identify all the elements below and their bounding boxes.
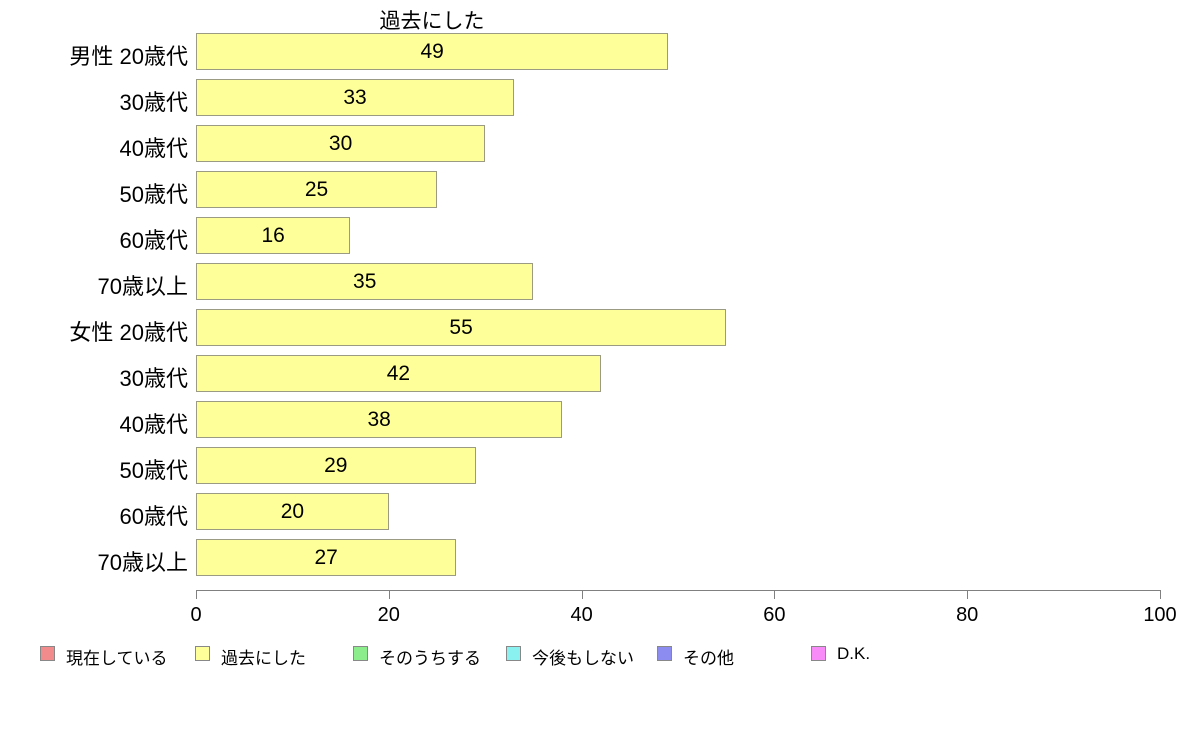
bar-value-label: 33 — [343, 85, 367, 109]
bar: 42 — [196, 355, 601, 392]
legend-swatch — [657, 646, 672, 661]
bar: 38 — [196, 401, 563, 438]
bar-value-label: 20 — [280, 499, 305, 523]
bar: 25 — [196, 171, 437, 208]
bar-value-label: 49 — [420, 39, 444, 63]
x-axis-tick-label: 60 — [763, 604, 786, 626]
x-axis-tick-label: 40 — [570, 604, 593, 626]
bar-value-label: 42 — [386, 361, 411, 385]
bar: 29 — [196, 447, 476, 484]
x-axis-tick-label: 100 — [1143, 604, 1177, 626]
x-axis-tick — [1160, 590, 1161, 599]
bar-value-label: 55 — [449, 315, 473, 339]
category-label: 30歳代 — [119, 365, 188, 391]
bar-value-label: 30 — [328, 131, 353, 155]
bar-value-label: 38 — [367, 407, 391, 431]
legend-label: そのうちする — [379, 649, 481, 668]
category-label: 男性 20歳代 — [69, 43, 188, 69]
category-label: 60歳代 — [119, 503, 188, 529]
legend-swatch — [40, 646, 55, 661]
bar: 27 — [196, 539, 457, 576]
category-label: 女性 20歳代 — [69, 319, 188, 345]
x-axis-tick — [196, 590, 197, 599]
bar-value-label: 35 — [353, 269, 377, 293]
bar: 16 — [196, 217, 351, 254]
bar: 49 — [196, 33, 669, 70]
category-label: 40歳代 — [119, 411, 188, 437]
bar: 20 — [196, 493, 389, 530]
category-label: 40歳代 — [119, 135, 188, 161]
x-axis-tick-label: 80 — [956, 604, 979, 626]
chart-title: 過去にした — [379, 10, 485, 33]
legend-label: D.K. — [837, 644, 871, 663]
category-label: 50歳代 — [119, 457, 188, 483]
legend-swatch — [506, 646, 521, 661]
category-label: 70歳以上 — [97, 273, 188, 299]
bar: 30 — [196, 125, 486, 162]
bar-value-label: 25 — [304, 177, 329, 201]
x-axis-tick-label: 0 — [190, 604, 202, 626]
category-label: 70歳以上 — [97, 549, 188, 575]
legend-swatch — [195, 646, 210, 661]
bar: 35 — [196, 263, 534, 300]
bar: 55 — [196, 309, 727, 346]
category-label: 30歳代 — [119, 89, 188, 115]
bar-value-label: 27 — [314, 545, 338, 569]
legend-label: 過去にした — [221, 649, 306, 668]
x-axis-tick — [581, 590, 583, 599]
x-axis-tick — [388, 590, 390, 599]
legend-label: 今後もしない — [532, 649, 634, 668]
x-axis-line — [196, 590, 1161, 591]
legend-swatch — [353, 646, 368, 661]
x-axis-tick — [967, 590, 969, 599]
legend-label: 現在している — [66, 649, 168, 668]
x-axis-tick-label: 20 — [377, 604, 400, 626]
category-label: 50歳代 — [119, 181, 188, 207]
legend-label: その他 — [683, 649, 734, 668]
bar-value-label: 29 — [324, 453, 348, 477]
legend-swatch — [811, 646, 826, 661]
bar-value-label: 16 — [261, 223, 285, 247]
x-axis-tick — [774, 590, 776, 599]
category-label: 60歳代 — [119, 227, 188, 253]
bar: 33 — [196, 79, 515, 116]
